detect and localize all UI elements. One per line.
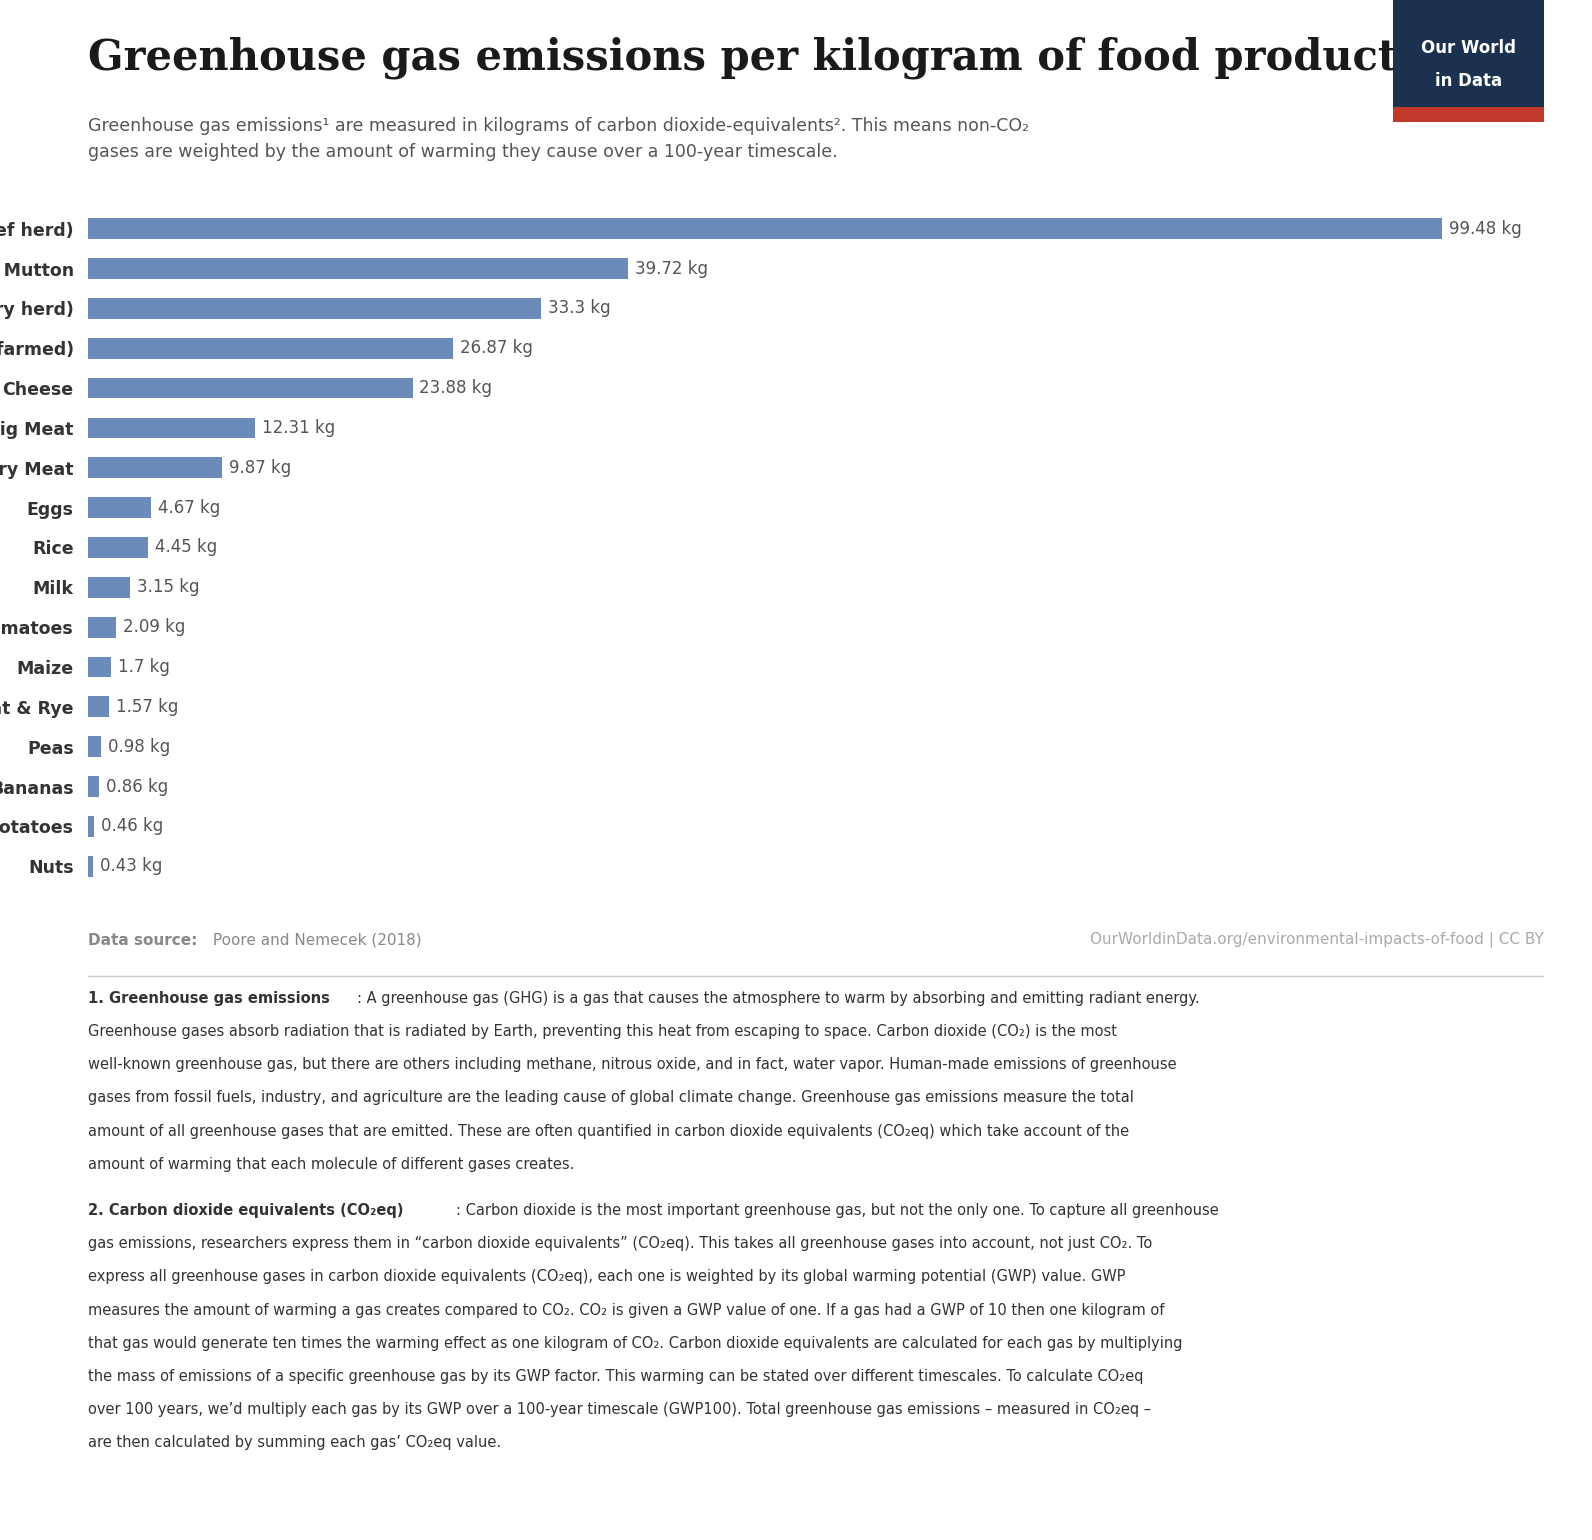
Bar xyxy=(88,377,412,399)
Text: gas emissions, researchers express them in “carbon dioxide equivalents” (CO₂eq).: gas emissions, researchers express them … xyxy=(88,1237,1151,1252)
Bar xyxy=(88,299,541,319)
Text: OurWorldinData.org/environmental-impacts-of-food | CC BY: OurWorldinData.org/environmental-impacts… xyxy=(1091,932,1544,949)
Text: 0.86 kg: 0.86 kg xyxy=(107,778,169,796)
Text: 12.31 kg: 12.31 kg xyxy=(263,419,336,437)
Bar xyxy=(88,578,131,598)
Text: 23.88 kg: 23.88 kg xyxy=(419,379,492,397)
Text: Greenhouse gases absorb radiation that is radiated by Earth, preventing this hea: Greenhouse gases absorb radiation that i… xyxy=(88,1024,1116,1040)
Bar xyxy=(88,736,100,758)
Bar xyxy=(88,457,221,477)
Text: measures the amount of warming a gas creates compared to CO₂. CO₂ is given a GWP: measures the amount of warming a gas cre… xyxy=(88,1303,1164,1318)
Text: 3.15 kg: 3.15 kg xyxy=(137,579,199,596)
Text: 9.87 kg: 9.87 kg xyxy=(229,459,291,477)
Text: express all greenhouse gases in carbon dioxide equivalents (CO₂eq), each one is : express all greenhouse gases in carbon d… xyxy=(88,1269,1126,1284)
Text: 2.09 kg: 2.09 kg xyxy=(123,618,185,636)
Bar xyxy=(88,497,151,517)
Bar xyxy=(1393,106,1544,122)
Text: : A greenhouse gas (GHG) is a gas that causes the atmosphere to warm by absorbin: : A greenhouse gas (GHG) is a gas that c… xyxy=(357,992,1200,1006)
Text: amount of all greenhouse gases that are emitted. These are often quantified in c: amount of all greenhouse gases that are … xyxy=(88,1124,1129,1138)
Text: 0.46 kg: 0.46 kg xyxy=(100,818,162,835)
Bar xyxy=(88,219,1442,239)
Text: that gas would generate ten times the warming effect as one kilogram of CO₂. Car: that gas would generate ten times the wa… xyxy=(88,1335,1181,1351)
Text: 33.3 kg: 33.3 kg xyxy=(548,299,610,317)
Text: Our World: Our World xyxy=(1422,38,1516,57)
Text: well-known greenhouse gas, but there are others including methane, nitrous oxide: well-known greenhouse gas, but there are… xyxy=(88,1058,1176,1072)
Text: Data source:: Data source: xyxy=(88,933,197,947)
Bar xyxy=(88,537,148,557)
Bar xyxy=(88,417,255,439)
Text: are then calculated by summing each gas’ CO₂eq value.: are then calculated by summing each gas’… xyxy=(88,1435,501,1451)
Text: 99.48 kg: 99.48 kg xyxy=(1449,220,1522,237)
Text: 1. Greenhouse gas emissions: 1. Greenhouse gas emissions xyxy=(88,992,330,1006)
Text: the mass of emissions of a specific greenhouse gas by its GWP factor. This warmi: the mass of emissions of a specific gree… xyxy=(88,1369,1143,1384)
Text: 1.7 kg: 1.7 kg xyxy=(118,658,169,676)
Text: 39.72 kg: 39.72 kg xyxy=(635,260,708,277)
Text: Poore and Nemecek (2018): Poore and Nemecek (2018) xyxy=(209,933,422,947)
Text: over 100 years, we’d multiply each gas by its GWP over a 100-year timescale (GWP: over 100 years, we’d multiply each gas b… xyxy=(88,1401,1151,1417)
Text: Greenhouse gas emissions per kilogram of food product: Greenhouse gas emissions per kilogram of… xyxy=(88,37,1396,80)
Text: : Carbon dioxide is the most important greenhouse gas, but not the only one. To : : Carbon dioxide is the most important g… xyxy=(455,1203,1219,1218)
Text: in Data: in Data xyxy=(1434,72,1503,89)
Bar xyxy=(1393,0,1544,106)
Bar xyxy=(88,337,454,359)
Text: 0.98 kg: 0.98 kg xyxy=(108,738,170,756)
Bar xyxy=(88,856,94,876)
Bar xyxy=(88,696,108,718)
Bar xyxy=(88,816,94,836)
Text: 2. Carbon dioxide equivalents (CO₂eq): 2. Carbon dioxide equivalents (CO₂eq) xyxy=(88,1203,403,1218)
Text: gases from fossil fuels, industry, and agriculture are the leading cause of glob: gases from fossil fuels, industry, and a… xyxy=(88,1090,1134,1106)
Bar xyxy=(88,656,111,678)
Text: Greenhouse gas emissions¹ are measured in kilograms of carbon dioxide-equivalent: Greenhouse gas emissions¹ are measured i… xyxy=(88,117,1028,162)
Bar xyxy=(88,776,99,796)
Bar xyxy=(88,259,629,279)
Text: 26.87 kg: 26.87 kg xyxy=(460,339,533,357)
Text: 4.67 kg: 4.67 kg xyxy=(158,499,220,516)
Text: 1.57 kg: 1.57 kg xyxy=(116,698,178,716)
Text: amount of warming that each molecule of different gases creates.: amount of warming that each molecule of … xyxy=(88,1157,575,1172)
Bar xyxy=(88,618,116,638)
Text: 0.43 kg: 0.43 kg xyxy=(100,858,162,875)
Text: 4.45 kg: 4.45 kg xyxy=(154,539,217,556)
